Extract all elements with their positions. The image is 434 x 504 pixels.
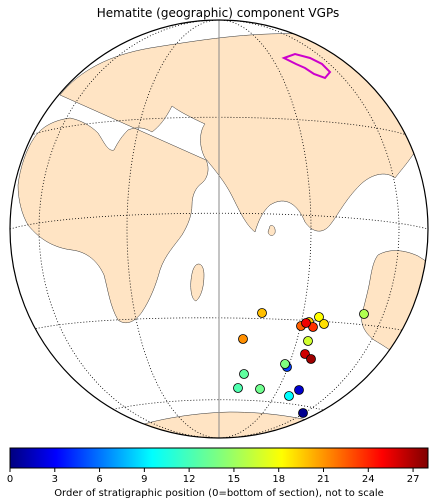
land-masses — [17, 33, 428, 438]
colorbar-tick-label: 9 — [141, 474, 147, 485]
chart-title: Hematite (geographic) component VGPs — [97, 6, 339, 20]
colorbar-label: Order of stratigraphic position (0=botto… — [54, 488, 384, 499]
colorbar-tick-label: 18 — [272, 474, 285, 485]
colorbar-tick-label: 3 — [52, 474, 58, 485]
parallel-line — [10, 212, 428, 230]
vgp-point — [298, 408, 308, 418]
parallel-line — [109, 399, 331, 413]
vgp-point — [257, 308, 267, 318]
vgp-point — [233, 383, 243, 393]
meridian-line — [38, 20, 400, 438]
colorbar-tick-label: 0 — [7, 474, 13, 485]
vgp-point — [303, 336, 313, 346]
vgp-point — [280, 359, 290, 369]
landmass-madagascar — [190, 263, 205, 302]
colorbar-gradient — [9, 447, 429, 469]
vgp-point — [294, 385, 304, 395]
colorbar-tick-label: 24 — [362, 474, 375, 485]
confidence-polygon — [281, 52, 332, 80]
colorbar-tick-label: 6 — [96, 474, 102, 485]
globe-outline — [9, 19, 429, 439]
vgp-point — [301, 318, 311, 328]
vgp-point — [306, 354, 316, 364]
vgp-point — [284, 391, 294, 401]
colorbar-tick-label: 12 — [183, 474, 196, 485]
vgp-point — [319, 319, 329, 329]
vgp-points — [233, 308, 369, 418]
globe — [9, 19, 429, 439]
colorbar-tick-label: 27 — [407, 474, 420, 485]
colorbar-tick-label: 15 — [228, 474, 241, 485]
vgp-point — [359, 309, 369, 319]
meridian-line — [126, 20, 312, 438]
graticule — [10, 20, 428, 438]
vgp-point — [238, 334, 248, 344]
vgp-point — [255, 384, 265, 394]
colorbar-ticks: 0 3 6 9 12 15 18 21 24 27 — [7, 468, 420, 485]
colorbar-tick-label: 21 — [317, 474, 330, 485]
vgp-point — [239, 369, 249, 379]
landmass-sri-lanka — [267, 225, 276, 236]
landmass-eurasia-africa — [17, 33, 428, 323]
colorbar: 0 3 6 9 12 15 18 21 24 27 Order of stratigraphic … — [7, 447, 429, 499]
vgp-point — [314, 312, 324, 322]
